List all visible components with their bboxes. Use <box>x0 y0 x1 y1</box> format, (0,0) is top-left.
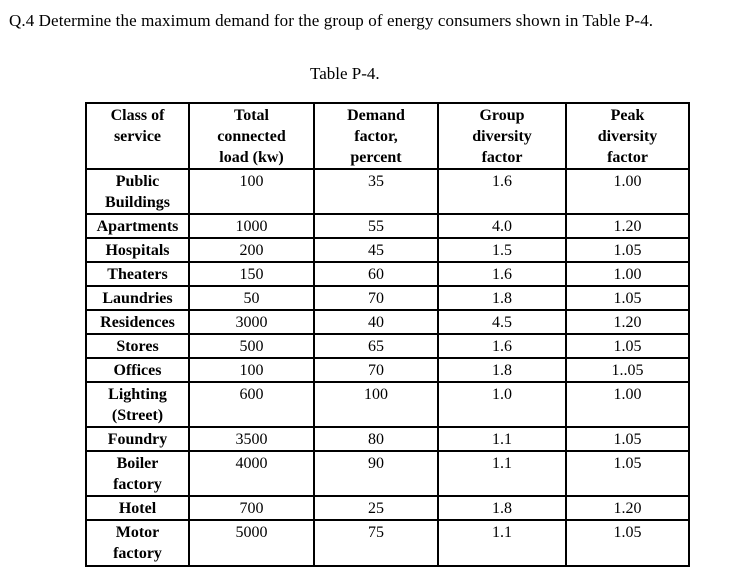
col-header-class-of-service: Class of service <box>85 102 190 170</box>
cell-peak-diversity: 1.00 <box>565 168 690 215</box>
cell-total-connected-load: 3000 <box>188 309 315 335</box>
cell-group-diversity: 1.6 <box>437 168 567 215</box>
cell-class-of-service: Boiler factory <box>85 450 190 497</box>
cell-total-connected-load: 50 <box>188 285 315 311</box>
cell-group-diversity: 1.5 <box>437 237 567 263</box>
cell-total-connected-load: 100 <box>188 357 315 383</box>
cell-total-connected-load: 3500 <box>188 426 315 452</box>
table-row: Residences 3000 40 4.5 1.20 <box>85 309 690 335</box>
table-row: Hospitals 200 45 1.5 1.05 <box>85 237 690 263</box>
demand-table: Class of service Total connected load (k… <box>85 102 690 567</box>
col-header-peak-diversity: Peak diversity factor <box>565 102 690 170</box>
cell-group-diversity: 1.6 <box>437 261 567 287</box>
col-header-total-connected-load: Total connected load (kw) <box>188 102 315 170</box>
cell-class-of-service: Theaters <box>85 261 190 287</box>
cell-class-of-service: Offices <box>85 357 190 383</box>
table-row: Laundries 50 70 1.8 1.05 <box>85 285 690 311</box>
question-text: Q.4 Determine the maximum demand for the… <box>9 11 654 30</box>
cell-peak-diversity: 1.20 <box>565 309 690 335</box>
table-row: Motor factory 5000 75 1.1 1.05 <box>85 519 690 567</box>
cell-total-connected-load: 600 <box>188 381 315 428</box>
cell-total-connected-load: 200 <box>188 237 315 263</box>
cell-demand-factor: 80 <box>313 426 439 452</box>
cell-total-connected-load: 500 <box>188 333 315 359</box>
table-row: Hotel 700 25 1.8 1.20 <box>85 495 690 521</box>
cell-demand-factor: 60 <box>313 261 439 287</box>
cell-demand-factor: 90 <box>313 450 439 497</box>
cell-group-diversity: 1.8 <box>437 285 567 311</box>
cell-total-connected-load: 4000 <box>188 450 315 497</box>
cell-demand-factor: 100 <box>313 381 439 428</box>
cell-peak-diversity: 1.05 <box>565 519 690 567</box>
cell-total-connected-load: 700 <box>188 495 315 521</box>
cell-total-connected-load: 150 <box>188 261 315 287</box>
cell-demand-factor: 25 <box>313 495 439 521</box>
cell-group-diversity: 1.8 <box>437 495 567 521</box>
cell-peak-diversity: 1.20 <box>565 213 690 239</box>
cell-group-diversity: 1.1 <box>437 450 567 497</box>
cell-peak-diversity: 1.05 <box>565 450 690 497</box>
cell-peak-diversity: 1.00 <box>565 261 690 287</box>
cell-demand-factor: 70 <box>313 285 439 311</box>
cell-total-connected-load: 5000 <box>188 519 315 567</box>
cell-peak-diversity: 1..05 <box>565 357 690 383</box>
table-row: Lighting (Street) 600 100 1.0 1.00 <box>85 381 690 428</box>
table-caption: Table P-4. <box>310 64 380 83</box>
table-header-row: Class of service Total connected load (k… <box>85 102 690 170</box>
cell-demand-factor: 55 <box>313 213 439 239</box>
table-row: Theaters 150 60 1.6 1.00 <box>85 261 690 287</box>
table-row: Foundry 3500 80 1.1 1.05 <box>85 426 690 452</box>
cell-peak-diversity: 1.05 <box>565 426 690 452</box>
cell-peak-diversity: 1.05 <box>565 285 690 311</box>
cell-group-diversity: 1.1 <box>437 519 567 567</box>
cell-class-of-service: Public Buildings <box>85 168 190 215</box>
table-row: Stores 500 65 1.6 1.05 <box>85 333 690 359</box>
cell-group-diversity: 4.0 <box>437 213 567 239</box>
cell-class-of-service: Motor factory <box>85 519 190 567</box>
table-row: Offices 100 70 1.8 1..05 <box>85 357 690 383</box>
cell-demand-factor: 70 <box>313 357 439 383</box>
cell-group-diversity: 1.0 <box>437 381 567 428</box>
cell-demand-factor: 40 <box>313 309 439 335</box>
table-row: Boiler factory 4000 90 1.1 1.05 <box>85 450 690 497</box>
cell-demand-factor: 65 <box>313 333 439 359</box>
cell-class-of-service: Hotel <box>85 495 190 521</box>
cell-class-of-service: Laundries <box>85 285 190 311</box>
cell-total-connected-load: 100 <box>188 168 315 215</box>
cell-peak-diversity: 1.00 <box>565 381 690 428</box>
cell-class-of-service: Lighting (Street) <box>85 381 190 428</box>
cell-peak-diversity: 1.05 <box>565 333 690 359</box>
cell-class-of-service: Hospitals <box>85 237 190 263</box>
col-header-demand-factor: Demand factor, percent <box>313 102 439 170</box>
cell-peak-diversity: 1.20 <box>565 495 690 521</box>
cell-demand-factor: 45 <box>313 237 439 263</box>
table-row: Apartments 1000 55 4.0 1.20 <box>85 213 690 239</box>
cell-group-diversity: 1.1 <box>437 426 567 452</box>
cell-group-diversity: 1.6 <box>437 333 567 359</box>
cell-total-connected-load: 1000 <box>188 213 315 239</box>
cell-class-of-service: Apartments <box>85 213 190 239</box>
cell-group-diversity: 1.8 <box>437 357 567 383</box>
cell-class-of-service: Stores <box>85 333 190 359</box>
cell-peak-diversity: 1.05 <box>565 237 690 263</box>
cell-demand-factor: 75 <box>313 519 439 567</box>
cell-class-of-service: Foundry <box>85 426 190 452</box>
cell-group-diversity: 4.5 <box>437 309 567 335</box>
cell-class-of-service: Residences <box>85 309 190 335</box>
table-row: Public Buildings 100 35 1.6 1.00 <box>85 168 690 215</box>
col-header-group-diversity: Group diversity factor <box>437 102 567 170</box>
cell-demand-factor: 35 <box>313 168 439 215</box>
